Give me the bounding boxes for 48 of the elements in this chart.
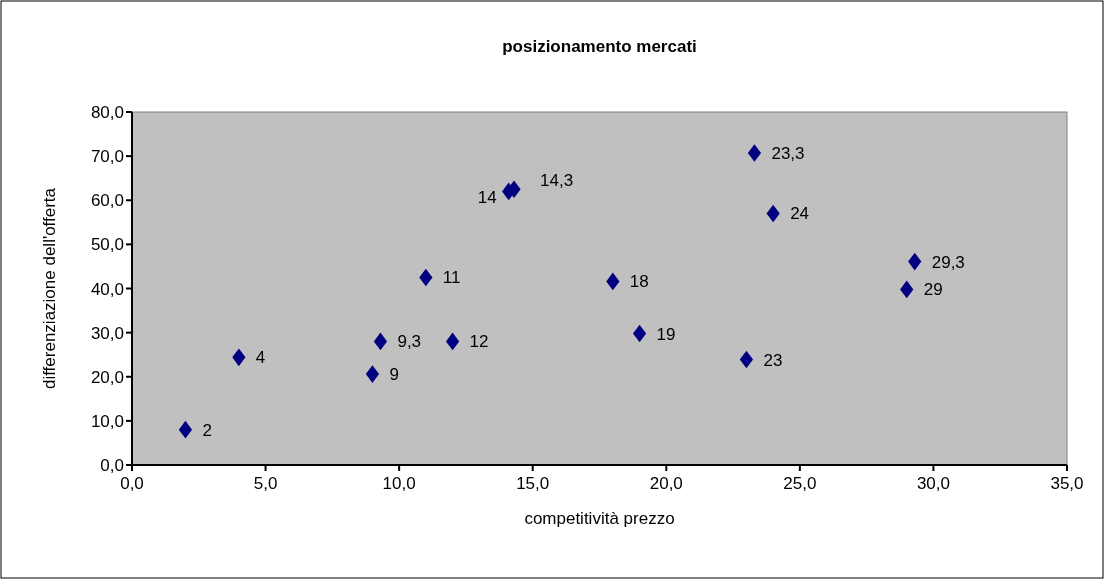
annotation: 9 (389, 365, 399, 385)
point (419, 268, 433, 287)
chart-title: posizionamento mercati (502, 37, 697, 56)
y-tick-label: 10,0 (90, 411, 124, 431)
annotation: 14,3 (540, 171, 574, 191)
y-tick-label: 80,0 (90, 103, 124, 122)
point (606, 272, 620, 291)
point (365, 365, 380, 383)
annotation: 24 (790, 204, 810, 224)
point (373, 332, 388, 351)
annotation: 4 (255, 348, 266, 368)
annotation: 11 (442, 268, 461, 288)
x-tick-label: 30,0 (916, 474, 950, 493)
point (739, 350, 754, 369)
x-tick-label: 10,0 (382, 474, 416, 493)
annotation: 29,3 (931, 252, 965, 272)
annotation: 12 (469, 332, 489, 352)
annotation: 18 (629, 272, 649, 292)
annotation: 2 (202, 420, 212, 440)
annotation: 19 (656, 324, 676, 344)
annotation: 9,3 (397, 332, 422, 352)
point (632, 324, 647, 343)
y-tick-label: 70,0 (90, 147, 124, 167)
y-tick-label: 20,0 (90, 367, 124, 387)
annotation: 29 (923, 280, 943, 300)
y-axis-title: differenziazione dell'offerta (40, 187, 59, 390)
point (445, 332, 460, 351)
point (908, 252, 922, 271)
y-tick-label: 0,0 (100, 456, 124, 475)
point (178, 420, 193, 439)
y-tick-label: 50,0 (90, 235, 124, 255)
annotation: 14 (477, 188, 497, 208)
x-tick-label: 25,0 (783, 474, 817, 493)
x-tick-label: 15,0 (516, 474, 550, 493)
x-axis-title: competitività prezzo (524, 509, 675, 528)
x-tick-label: 20,0 (649, 474, 683, 493)
y-tick-label: 60,0 (90, 191, 124, 211)
point (900, 280, 914, 299)
x-tick-label: 5,0 (253, 474, 278, 493)
y-tick-label: 30,0 (90, 323, 124, 343)
point (766, 204, 780, 223)
x-tick-label: 0,0 (120, 474, 144, 493)
x-tick-label: 35,0 (1050, 474, 1084, 493)
annotation: 23 (763, 350, 783, 370)
y-tick-label: 40,0 (90, 279, 124, 299)
point (232, 348, 246, 367)
point (747, 144, 762, 162)
annotation: 23,3 (771, 144, 805, 164)
